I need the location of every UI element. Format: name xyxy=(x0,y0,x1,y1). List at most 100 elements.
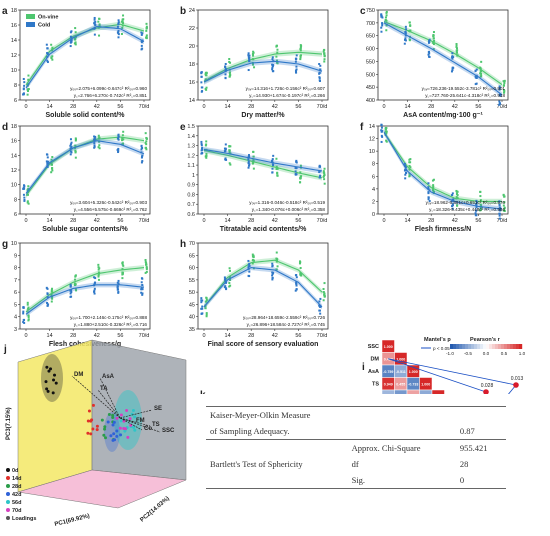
data-point xyxy=(200,81,203,84)
data-point xyxy=(27,191,30,194)
data-point xyxy=(479,203,482,206)
x-tick-label: 56 xyxy=(475,104,481,110)
x-tick-label: 28 xyxy=(248,218,254,224)
data-point xyxy=(46,61,49,64)
data-point xyxy=(275,165,278,168)
data-point xyxy=(428,50,431,53)
data-point xyxy=(229,71,232,74)
data-point xyxy=(70,145,73,148)
data-point xyxy=(50,43,53,46)
data-point xyxy=(299,55,302,58)
data-point xyxy=(70,147,73,150)
data-point xyxy=(271,58,274,61)
data-point xyxy=(27,318,30,321)
data-point xyxy=(50,49,53,52)
data-point xyxy=(385,132,388,135)
pca-sample-point xyxy=(91,427,95,431)
regression-equation: y₀ᵥ=2.075+6.099c-0.647c² R²₀ᵥ=0.960 xyxy=(70,86,147,91)
x-tick-label: 28 xyxy=(428,218,434,224)
data-point xyxy=(200,301,203,304)
pca-ellipse-0d xyxy=(41,354,63,402)
data-point xyxy=(204,305,207,308)
data-point xyxy=(70,37,73,40)
data-point xyxy=(503,206,506,209)
pca-loading-arrow xyxy=(99,377,121,419)
data-point xyxy=(97,266,100,269)
data-point xyxy=(121,134,124,137)
y-tick-label: 1.3 xyxy=(187,144,195,150)
data-point xyxy=(93,135,96,138)
pca-sample-point xyxy=(119,413,123,417)
data-point xyxy=(74,287,77,290)
pca-sample-point xyxy=(125,408,129,412)
y-tick-label: 6 xyxy=(14,98,17,104)
data-point xyxy=(427,186,430,189)
panel-letter-g: g xyxy=(2,239,8,250)
heatmap-cell-value: 0.497 xyxy=(384,358,393,362)
confidence-band-on-vine xyxy=(26,134,144,199)
data-point xyxy=(451,207,454,210)
data-point xyxy=(252,51,255,54)
y-tick-label: 0 xyxy=(372,212,375,218)
x-tick-label: 28 xyxy=(248,104,254,110)
data-point xyxy=(228,269,231,272)
y-tick-label: 0.7 xyxy=(187,202,195,208)
pca-sample-point xyxy=(45,365,49,369)
data-point xyxy=(318,300,321,303)
data-point xyxy=(224,280,227,283)
heatmap-colorbar-segment xyxy=(471,344,475,349)
data-point xyxy=(93,290,96,293)
data-point xyxy=(93,137,96,140)
data-point xyxy=(23,199,26,202)
data-point xyxy=(479,195,482,198)
y-tick-label: 0.9 xyxy=(187,183,195,189)
data-point xyxy=(116,137,119,140)
data-point xyxy=(228,151,231,154)
data-point xyxy=(140,287,143,290)
data-point xyxy=(50,290,53,293)
data-point xyxy=(408,21,411,24)
data-point xyxy=(475,199,478,202)
heatmap-colorbar-segment xyxy=(468,344,472,349)
y-tick-label: 450 xyxy=(366,85,375,91)
data-point xyxy=(294,289,297,292)
pca-legend-label: 28d xyxy=(12,484,21,490)
data-point xyxy=(408,38,411,41)
y-tick-label: 9 xyxy=(14,253,17,259)
data-point xyxy=(205,315,208,318)
y-tick-label: 10 xyxy=(369,149,375,155)
data-point xyxy=(252,58,255,61)
data-point xyxy=(98,24,101,27)
data-point xyxy=(98,25,101,28)
fit-line-cold xyxy=(25,284,145,315)
data-point xyxy=(117,279,120,282)
data-point xyxy=(97,278,100,281)
x-tick-label: 56 xyxy=(295,218,301,224)
bartlett-sig-label: Sig. xyxy=(347,472,456,489)
y-tick-label: 1.1 xyxy=(187,163,195,169)
heatmap-cell-value: 0.455 xyxy=(396,383,405,387)
data-point xyxy=(294,172,297,175)
data-point xyxy=(456,204,459,207)
data-point xyxy=(228,275,231,278)
data-point xyxy=(276,166,279,169)
data-point xyxy=(93,139,96,142)
data-point xyxy=(205,140,208,143)
regression-equation: y₀ᵥ=726.236-19.552c-3.781c² R²₀ᵥ=0.901 xyxy=(422,86,506,91)
data-point xyxy=(93,33,96,36)
data-point xyxy=(70,289,73,292)
fit-line-cold xyxy=(203,267,323,308)
pca-legend-label: 70d xyxy=(12,508,21,514)
data-point xyxy=(27,185,30,188)
data-point xyxy=(404,177,407,180)
y-tick-label: 12 xyxy=(11,53,17,59)
heatmap-colorbar-segment xyxy=(486,344,490,349)
data-point xyxy=(205,74,208,77)
data-point xyxy=(73,36,76,39)
heatmap-colorbar-segment xyxy=(450,344,454,349)
y-tick-label: 600 xyxy=(366,47,375,53)
data-point xyxy=(432,48,435,51)
data-point xyxy=(144,146,147,149)
data-point xyxy=(97,20,100,23)
pca-sample-point xyxy=(95,428,99,432)
